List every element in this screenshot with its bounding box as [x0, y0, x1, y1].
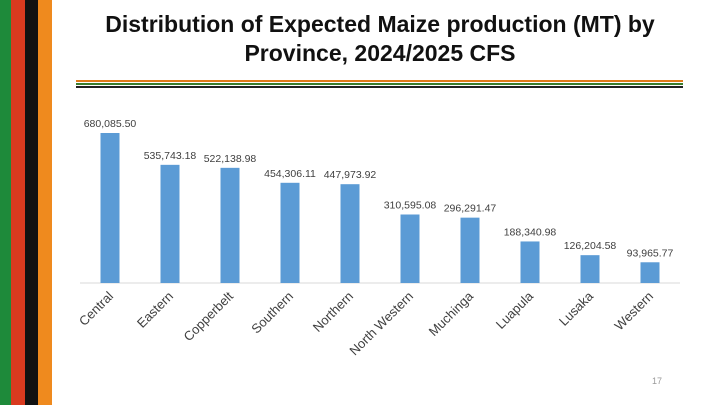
data-label: 680,085.50 — [84, 118, 137, 130]
bar-lusaka — [580, 255, 600, 283]
title-divider — [76, 80, 683, 91]
x-tick-label: Central — [76, 288, 116, 328]
bar-northern — [340, 184, 360, 283]
flag-red-stripe — [11, 0, 25, 405]
bar-north-western — [400, 214, 420, 283]
x-tick-label: Lusaka — [556, 288, 597, 329]
data-label: 454,306.11 — [264, 168, 316, 180]
data-label: 310,595.08 — [384, 199, 437, 211]
page-number: 17 — [652, 376, 663, 386]
flag-orange-stripe — [38, 0, 52, 405]
zambia-flag-stripes — [0, 0, 52, 405]
bar-copperbelt — [220, 167, 240, 283]
slide-title: Distribution of Expected Maize productio… — [60, 10, 700, 68]
divider-orange-line — [76, 80, 683, 82]
divider-black-line — [76, 86, 683, 88]
data-label: 126,204.58 — [564, 240, 617, 252]
data-label: 447,973.92 — [324, 169, 377, 181]
flag-green-stripe — [0, 0, 11, 405]
x-tick-label: North Western — [346, 289, 416, 359]
bar-muchinga — [460, 217, 480, 283]
bar-western — [640, 262, 660, 283]
flag-black-stripe — [25, 0, 38, 405]
x-tick-label: Copperbelt — [181, 288, 237, 344]
maize-production-bar-chart: 680,085.50 Central 535,743.18 Eastern 522,13… — [76, 118, 680, 359]
data-label: 522,138.98 — [204, 153, 257, 165]
data-label: 535,743.18 — [144, 150, 197, 162]
x-tick-label: Muchinga — [426, 288, 477, 339]
slide-title-line-1: Distribution of Expected Maize productio… — [105, 11, 655, 37]
data-label: 188,340.98 — [504, 226, 557, 238]
data-label: 296,291.47 — [444, 203, 497, 215]
x-tick-label: Luapula — [493, 288, 537, 332]
data-label: 93,965.77 — [627, 247, 674, 259]
x-tick-label: Eastern — [134, 289, 176, 331]
x-tick-label: Northern — [310, 289, 356, 335]
bar-eastern — [160, 164, 180, 283]
x-tick-label: Western — [611, 289, 656, 334]
x-tick-label: Southern — [248, 289, 296, 337]
bar-southern — [280, 182, 300, 283]
divider-green-line — [76, 83, 683, 85]
bar-luapula — [520, 241, 540, 283]
bar-central — [100, 133, 120, 283]
slide-title-line-2: Province, 2024/2025 CFS — [244, 40, 516, 66]
